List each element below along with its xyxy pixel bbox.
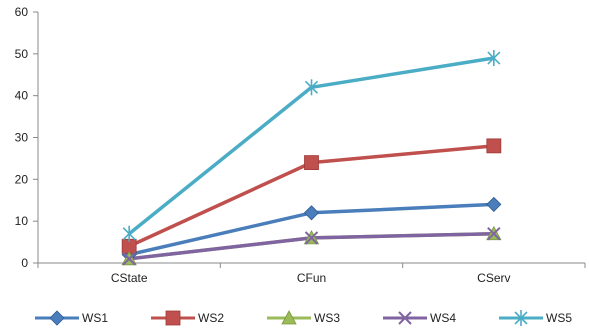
y-tick-label: 20 xyxy=(15,172,29,186)
legend-label: WS4 xyxy=(430,311,456,325)
legend-label: WS1 xyxy=(82,311,108,325)
series-layer xyxy=(121,50,502,266)
data-point-ws5 xyxy=(487,50,501,67)
legend: WS1 WS2 WS3 WS4 WS5 xyxy=(35,310,572,326)
legend-marker xyxy=(398,311,412,325)
y-tick-label: 40 xyxy=(15,89,29,103)
legend-marker xyxy=(49,310,65,326)
data-point-ws4 xyxy=(304,231,319,245)
data-point-ws1 xyxy=(486,196,502,212)
legend-label: WS2 xyxy=(198,311,224,325)
legend-item-ws5: WS5 xyxy=(499,310,572,326)
y-tick-label: 60 xyxy=(15,5,29,19)
data-point-ws1 xyxy=(303,205,320,221)
axes: 0 10 20 30 40 50 60 CState CFun CServ xyxy=(15,5,586,285)
y-tick-label: 30 xyxy=(15,131,29,145)
y-tick-label: 10 xyxy=(15,214,29,228)
legend-marker xyxy=(281,310,297,325)
marker-stroke xyxy=(304,231,319,245)
legend-marker xyxy=(514,310,528,326)
legend-marker xyxy=(165,310,181,326)
data-point-ws5 xyxy=(304,79,319,96)
legend-item-ws3: WS3 xyxy=(267,310,340,325)
data-point-ws4 xyxy=(122,252,136,266)
legend-item-ws1: WS1 xyxy=(35,310,108,326)
data-point-ws2 xyxy=(304,155,319,171)
data-point-ws2 xyxy=(486,138,502,154)
legend-label: WS5 xyxy=(546,311,572,325)
legend-item-ws2: WS2 xyxy=(151,310,224,326)
y-tick-label: 50 xyxy=(15,47,29,61)
y-tick-label: 0 xyxy=(21,256,28,270)
data-point-ws4 xyxy=(487,227,501,241)
marker-stroke xyxy=(122,252,136,266)
legend-item-ws4: WS4 xyxy=(383,311,456,325)
marker-stroke xyxy=(487,227,501,241)
data-point-ws5 xyxy=(122,225,136,242)
marker-stroke xyxy=(398,311,412,325)
x-tick-label: CServ xyxy=(477,271,510,285)
x-tick-label: CFun xyxy=(297,271,326,285)
legend-label: WS3 xyxy=(314,311,340,325)
x-tick-label: CState xyxy=(111,271,148,285)
